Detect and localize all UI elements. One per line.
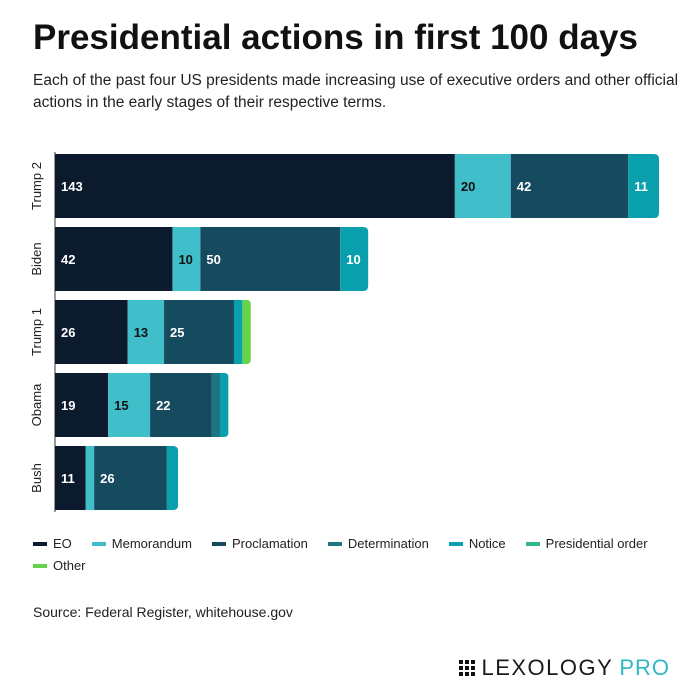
bar-obama-memorandum (108, 373, 151, 437)
legend-item-other: Other (33, 558, 86, 573)
data-label-obama-memorandum: 15 (114, 398, 128, 413)
bar-trump-1-other (242, 300, 251, 364)
bar-trump-2-notice (628, 154, 659, 218)
legend-item-proclamation: Proclamation (212, 536, 308, 551)
legend-item-memorandum: Memorandum (91, 536, 192, 551)
bar-obama-notice (219, 373, 229, 437)
bar-bush-proclamation (94, 446, 167, 510)
category-label-trump-1: Trump 1 (29, 308, 44, 356)
data-label-trump-2-memorandum: 20 (461, 179, 475, 194)
bar-bush-memorandum (85, 446, 95, 510)
legend-label: Memorandum (111, 536, 192, 551)
bar-trump-2-proclamation (510, 154, 629, 218)
legend-swatch (448, 541, 463, 546)
bar-trump-1-proclamation (164, 300, 234, 364)
legend-item-presidential-order: Presidential order (525, 536, 648, 551)
chart-title: Presidential actions in first 100 days (33, 18, 638, 57)
legend-label: Determination (347, 536, 429, 551)
logo-dots-icon (459, 660, 476, 676)
bar-trump-2-memorandum (454, 154, 511, 218)
legend-item-notice: Notice (448, 536, 506, 551)
lexology-logo: LEXOLOGY PRO (459, 655, 670, 681)
category-label-obama: Obama (29, 383, 44, 426)
data-label-bush-proclamation: 26 (100, 471, 114, 486)
legend-swatch (212, 541, 226, 546)
legend-swatch (525, 541, 540, 546)
category-label-bush: Bush (29, 463, 44, 493)
data-label-trump-1-eo: 26 (61, 325, 75, 340)
bar-trump-2-eo (55, 154, 455, 218)
bar-trump-1-memorandum (127, 300, 165, 364)
data-label-trump-1-memorandum: 13 (134, 325, 148, 340)
legend-label: Proclamation (232, 536, 308, 551)
data-label-bush-eo: 11 (61, 471, 75, 486)
category-label-trump-2: Trump 2 (29, 162, 44, 210)
chart-subtitle: Each of the past four US presidents made… (33, 72, 679, 111)
bar-trump-1-eo (55, 300, 128, 364)
bar-obama-eo (55, 373, 109, 437)
category-label-biden: Biden (29, 242, 44, 275)
logo-pro: PRO (619, 655, 670, 680)
legend-swatch (33, 541, 47, 546)
bar-biden-eo (55, 227, 173, 291)
data-label-biden-eo: 42 (61, 252, 75, 267)
legend-swatch (33, 563, 47, 568)
bar-bush-eo (55, 446, 86, 510)
legend-label: EO (53, 536, 72, 551)
legend-item-eo: EO (33, 536, 72, 551)
bar-bush-notice (166, 446, 179, 510)
data-label-biden-notice: 10 (346, 252, 360, 267)
data-label-trump-2-eo: 143 (61, 179, 83, 194)
legend-swatch (91, 541, 106, 546)
legend-label: Presidential order (545, 536, 648, 551)
data-label-biden-memorandum: 10 (178, 252, 192, 267)
data-label-trump-2-notice: 11 (634, 179, 648, 194)
bar-obama-determination (211, 373, 220, 437)
logo-word: LEXOLOGY (481, 655, 614, 680)
data-label-obama-eo: 19 (61, 398, 75, 413)
data-label-obama-proclamation: 22 (156, 398, 170, 413)
source-note: Source: Federal Register, whitehouse.gov (33, 604, 293, 620)
data-label-trump-2-proclamation: 42 (517, 179, 531, 194)
data-label-trump-1-proclamation: 25 (170, 325, 184, 340)
bar-biden-notice (340, 227, 369, 291)
bars-group: Trump 2 143 20 42 11 Biden 42 10 50 10 Trump 1 26 13… (29, 152, 659, 512)
bar-trump-1-notice (233, 300, 243, 364)
data-label-biden-proclamation: 50 (206, 252, 220, 267)
legend-item-determination: Determination (327, 536, 429, 551)
legend: EO Memorandum Proclamation Determination Not… (33, 536, 673, 573)
legend-swatch (327, 541, 342, 546)
bar-obama-proclamation (150, 373, 212, 437)
bar-biden-proclamation (200, 227, 341, 291)
legend-label: Other (53, 558, 86, 573)
bar-biden-memorandum (172, 227, 201, 291)
legend-label: Notice (468, 536, 506, 551)
